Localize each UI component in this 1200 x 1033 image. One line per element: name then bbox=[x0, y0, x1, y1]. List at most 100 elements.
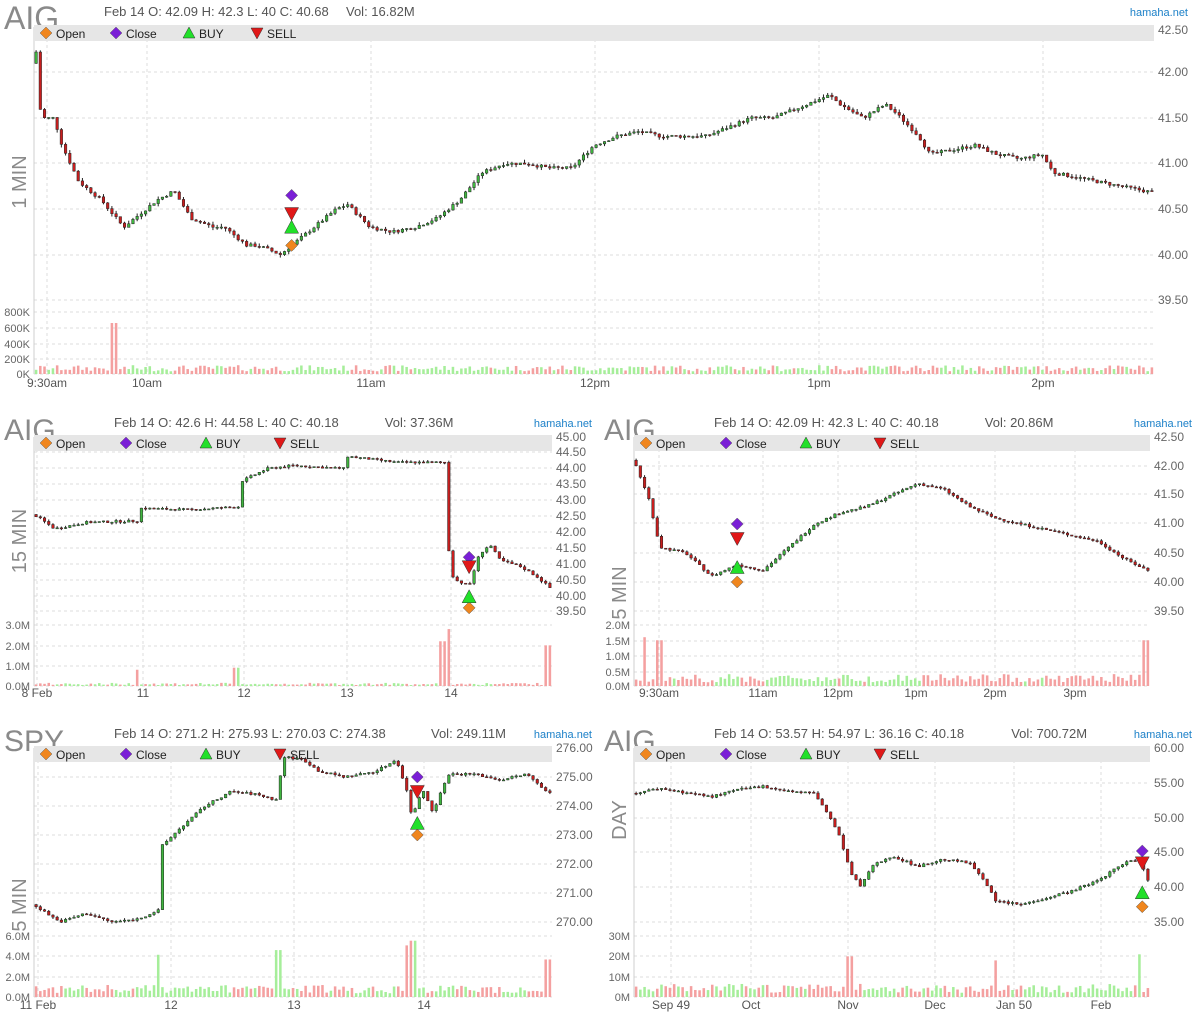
candle-body bbox=[152, 912, 156, 915]
volume-bar bbox=[464, 986, 467, 997]
candle-body bbox=[523, 162, 527, 165]
candle-body bbox=[905, 860, 909, 863]
candle-body bbox=[64, 144, 68, 154]
volume-bar bbox=[1070, 676, 1074, 686]
candle-body bbox=[1108, 182, 1112, 186]
volume-bar bbox=[367, 683, 371, 686]
candle-body bbox=[110, 522, 114, 524]
candle-body bbox=[952, 150, 956, 152]
candle-body bbox=[55, 527, 59, 530]
legend-label: SELL bbox=[890, 748, 920, 762]
legend-close-icon bbox=[119, 436, 133, 450]
candle-body bbox=[702, 564, 706, 571]
ohlc-info: Feb 14 O: 42.6 H: 44.58 L: 40 C: 40.18 bbox=[114, 415, 339, 430]
candle-body bbox=[34, 904, 38, 907]
candle-body bbox=[375, 770, 379, 773]
volume-bar bbox=[350, 987, 354, 997]
volume-bar bbox=[749, 988, 752, 997]
candle-body bbox=[472, 570, 476, 584]
candle-body bbox=[1019, 522, 1023, 525]
candle-body bbox=[871, 865, 875, 873]
volume-bar bbox=[775, 366, 779, 374]
candle-body bbox=[884, 497, 888, 502]
candle-body bbox=[800, 106, 804, 109]
volume-bar bbox=[634, 986, 638, 997]
candle-body bbox=[812, 792, 816, 794]
candle-body bbox=[668, 789, 672, 791]
volume-bar bbox=[156, 370, 160, 374]
candle-body bbox=[737, 121, 741, 127]
volume-bar bbox=[645, 367, 648, 374]
candle-body bbox=[337, 207, 341, 210]
close-marker-icon bbox=[410, 770, 424, 784]
volume-bar bbox=[639, 989, 642, 997]
volume-bar bbox=[1049, 992, 1052, 997]
volume-bar bbox=[447, 369, 450, 374]
volume-bar bbox=[236, 989, 240, 997]
volume-bar bbox=[434, 991, 438, 997]
candle-body bbox=[451, 773, 455, 776]
volume-bar bbox=[1066, 677, 1069, 686]
volume-bar bbox=[321, 683, 324, 686]
volume-bar bbox=[131, 365, 135, 374]
candle-body bbox=[748, 787, 752, 790]
candle-body bbox=[808, 791, 812, 794]
candle-body bbox=[854, 509, 858, 511]
candle-body bbox=[1112, 549, 1116, 553]
volume-bar bbox=[468, 990, 472, 997]
volume-bar bbox=[1133, 679, 1137, 686]
sell-marker-icon bbox=[409, 785, 425, 800]
brand-link[interactable]: hamaha.net bbox=[534, 418, 592, 430]
volume-bar bbox=[727, 674, 731, 686]
brand-link[interactable]: hamaha.net bbox=[1134, 418, 1192, 430]
price-tick-label: 41.50 bbox=[1158, 111, 1188, 125]
volume-bar bbox=[744, 986, 748, 997]
volume-bar bbox=[913, 678, 917, 686]
volume-bar bbox=[531, 990, 535, 997]
candle-body bbox=[308, 466, 312, 469]
time-tick-label: 14 bbox=[417, 998, 431, 1012]
candle-body bbox=[791, 790, 795, 793]
volume-bar bbox=[148, 684, 152, 686]
legend-bar bbox=[34, 25, 1154, 41]
candle-body bbox=[964, 860, 968, 864]
candle-body bbox=[670, 135, 674, 137]
volume-tick-label: 400K bbox=[4, 339, 30, 351]
volume-bar bbox=[624, 370, 627, 374]
candle-body bbox=[434, 217, 438, 222]
volume-bar bbox=[795, 987, 799, 997]
open-marker-icon bbox=[1135, 900, 1149, 914]
candle-body bbox=[400, 765, 405, 779]
volume-bar bbox=[721, 366, 724, 374]
volume-bar bbox=[354, 365, 358, 374]
volume-bar bbox=[203, 684, 206, 686]
brand-link[interactable]: hamaha.net bbox=[534, 729, 592, 741]
candle-body bbox=[493, 167, 497, 171]
volume-bar bbox=[199, 683, 202, 686]
candle-body bbox=[438, 461, 442, 463]
volume-bar bbox=[651, 679, 655, 686]
volume-bar bbox=[668, 987, 672, 997]
volume-bar bbox=[169, 990, 173, 997]
candle-body bbox=[101, 917, 106, 920]
volume-bar bbox=[805, 369, 808, 374]
candle-body bbox=[160, 196, 164, 200]
candle-body bbox=[1045, 154, 1049, 163]
volume-bar bbox=[842, 674, 845, 686]
volume-bar bbox=[846, 675, 849, 686]
brand-link[interactable]: hamaha.net bbox=[1134, 729, 1192, 741]
volume-bar bbox=[43, 366, 46, 374]
volume-bar bbox=[636, 366, 640, 374]
volume-bar bbox=[81, 985, 84, 997]
volume-bar bbox=[228, 366, 232, 374]
brand-link[interactable]: hamaha.net bbox=[1130, 7, 1188, 19]
volume-bar bbox=[447, 987, 451, 997]
legend-open-icon bbox=[639, 436, 653, 450]
volume-bar bbox=[472, 990, 476, 997]
candle-body bbox=[965, 146, 969, 149]
candle-body bbox=[985, 878, 989, 887]
volume-bar bbox=[262, 986, 265, 997]
volume-bar bbox=[342, 365, 345, 374]
price-tick-label: 40.50 bbox=[556, 573, 586, 587]
volume-bar bbox=[578, 366, 581, 374]
